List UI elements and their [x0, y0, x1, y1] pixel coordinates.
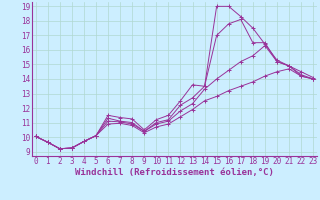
X-axis label: Windchill (Refroidissement éolien,°C): Windchill (Refroidissement éolien,°C)	[75, 168, 274, 177]
